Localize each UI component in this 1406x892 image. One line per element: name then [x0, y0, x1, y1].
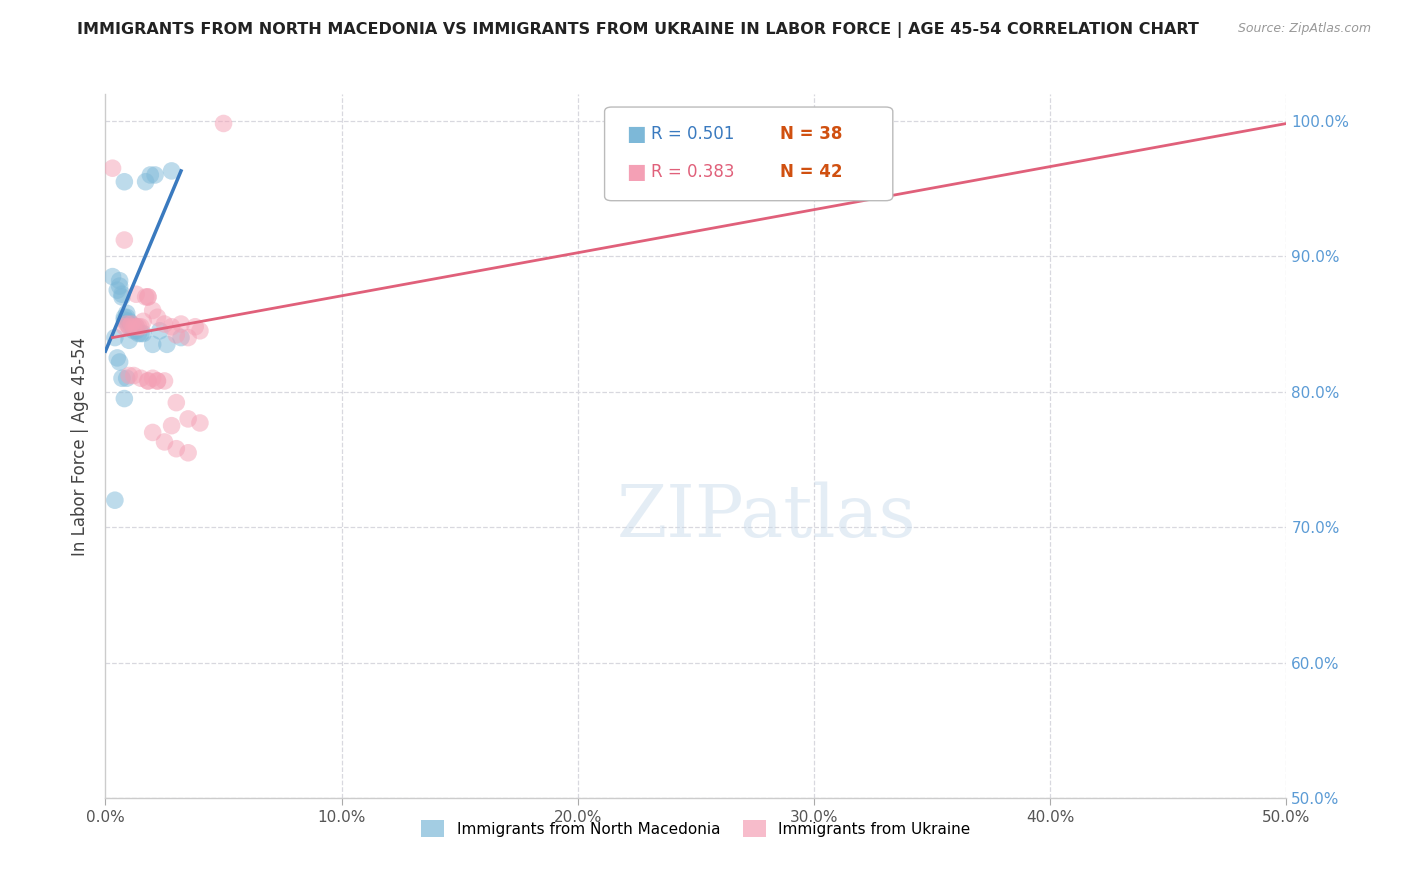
Point [112, 319, 135, 334]
Point [108, 279, 131, 293]
Point [105, 283, 128, 297]
Point [149, 324, 172, 338]
Point [111, 290, 134, 304]
Point [188, 416, 211, 430]
Point [118, 319, 141, 334]
Point [160, 418, 183, 433]
Point [120, 317, 142, 331]
Point [142, 371, 165, 385]
Point [177, 446, 200, 460]
Point [118, 368, 141, 383]
Point [128, 319, 150, 334]
Text: ZIPatlas: ZIPatlas [617, 481, 917, 552]
Point [111, 287, 134, 301]
Text: R = 0.501: R = 0.501 [651, 125, 734, 143]
Point [153, 434, 176, 449]
Point [125, 319, 148, 334]
Point [112, 310, 135, 325]
Point [165, 395, 187, 409]
Point [135, 290, 157, 304]
Text: Source: ZipAtlas.com: Source: ZipAtlas.com [1237, 22, 1371, 36]
Text: ■: ■ [626, 162, 645, 182]
Point [101, 269, 124, 284]
Text: N = 38: N = 38 [780, 125, 842, 143]
Point [156, 337, 179, 351]
Point [165, 327, 187, 342]
Point [146, 374, 169, 388]
Point [122, 324, 145, 338]
Point [142, 425, 165, 440]
Point [132, 326, 155, 341]
Point [136, 290, 159, 304]
Point [129, 319, 152, 334]
Point [177, 412, 200, 426]
Point [136, 374, 159, 388]
Point [112, 392, 135, 406]
Point [118, 319, 141, 334]
Text: R = 0.383: R = 0.383 [651, 163, 734, 181]
Point [136, 374, 159, 388]
Point [118, 334, 141, 348]
Point [115, 310, 138, 325]
Point [142, 337, 165, 351]
Point [146, 310, 169, 325]
Text: IMMIGRANTS FROM NORTH MACEDONIA VS IMMIGRANTS FROM UKRAINE IN LABOR FORCE | AGE : IMMIGRANTS FROM NORTH MACEDONIA VS IMMIG… [77, 22, 1199, 38]
Point [142, 303, 165, 318]
Point [115, 371, 138, 385]
Point [105, 351, 128, 365]
Point [125, 319, 148, 334]
Point [170, 317, 193, 331]
Point [125, 287, 148, 301]
Point [112, 233, 135, 247]
Point [122, 319, 145, 334]
Point [111, 371, 134, 385]
Point [188, 324, 211, 338]
Point [139, 168, 162, 182]
Point [160, 164, 183, 178]
Point [136, 290, 159, 304]
Point [115, 306, 138, 320]
Point [112, 175, 135, 189]
Point [128, 326, 150, 341]
Point [129, 371, 152, 385]
Point [177, 330, 200, 344]
Point [153, 317, 176, 331]
Point [104, 493, 127, 508]
Point [122, 368, 145, 383]
Point [146, 374, 169, 388]
Y-axis label: In Labor Force | Age 45-54: In Labor Force | Age 45-54 [72, 336, 90, 556]
Point [112, 313, 135, 327]
Point [212, 116, 235, 130]
Point [108, 355, 131, 369]
Point [120, 317, 142, 331]
Point [170, 330, 193, 344]
Legend: Immigrants from North Macedonia, Immigrants from Ukraine: Immigrants from North Macedonia, Immigra… [415, 814, 977, 844]
Point [115, 317, 138, 331]
Point [104, 330, 127, 344]
Point [160, 319, 183, 334]
Point [132, 314, 155, 328]
Text: ■: ■ [626, 124, 645, 144]
Text: N = 42: N = 42 [780, 163, 842, 181]
Point [184, 319, 207, 334]
Point [129, 326, 152, 341]
Point [101, 161, 124, 176]
Point [153, 374, 176, 388]
Point [122, 319, 145, 334]
Point [165, 442, 187, 456]
Point [143, 168, 166, 182]
Point [120, 319, 142, 334]
Point [135, 175, 157, 189]
Point [125, 324, 148, 338]
Point [108, 274, 131, 288]
Point [118, 314, 141, 328]
